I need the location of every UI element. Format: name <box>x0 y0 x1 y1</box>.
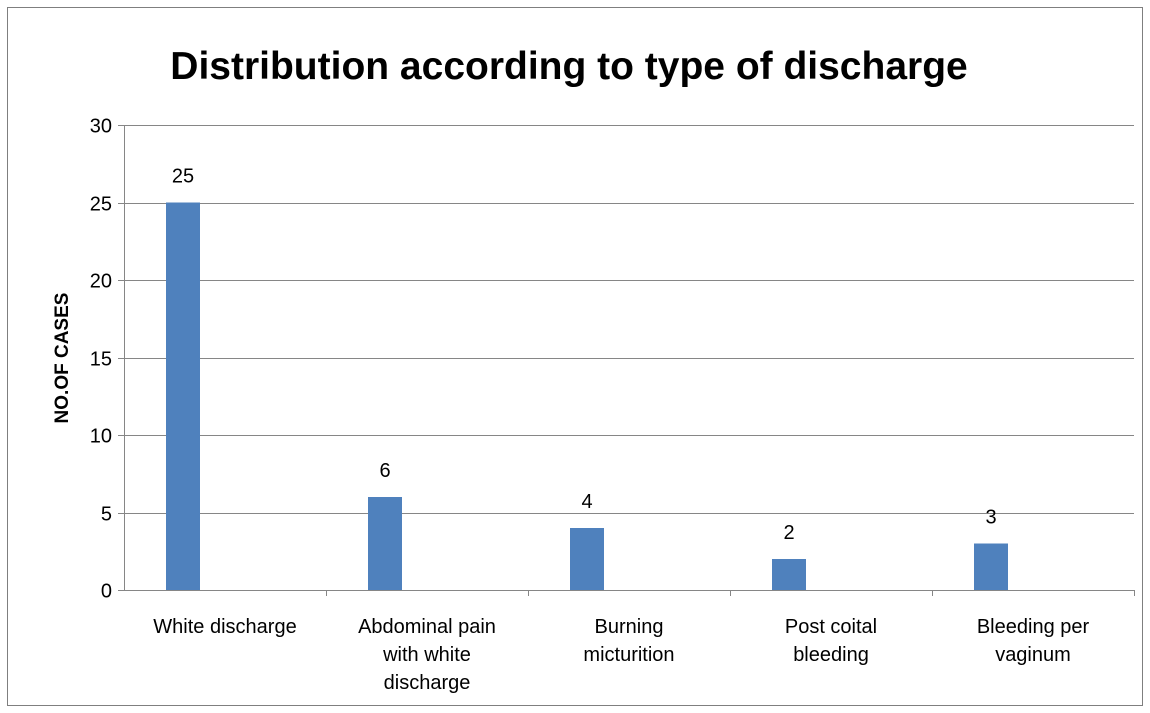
category-label: discharge <box>384 672 471 694</box>
category-label: micturition <box>583 644 674 666</box>
y-axis-label: NO.OF CASES <box>52 293 73 424</box>
y-tick-label: 20 <box>90 271 112 293</box>
data-label: 25 <box>172 166 194 188</box>
y-tick-label: 5 <box>101 504 112 526</box>
category-label: Post coital <box>785 616 877 638</box>
chart-title: Distribution according to type of discha… <box>170 45 967 88</box>
category-labels: White discharge Abdominal pain with white d… <box>153 616 1089 694</box>
data-label: 6 <box>379 460 390 482</box>
bar <box>974 543 1008 590</box>
bars <box>166 202 1008 590</box>
gridlines <box>124 125 1134 514</box>
y-tick-label: 10 <box>90 426 112 448</box>
category-label: Burning <box>595 616 664 638</box>
y-tick-label: 25 <box>90 194 112 216</box>
bar <box>570 528 604 590</box>
y-tick-label: 30 <box>90 116 112 138</box>
category-label: Abdominal pain <box>358 616 496 638</box>
y-tick-label: 0 <box>101 581 112 603</box>
y-tick-label: 15 <box>90 349 112 371</box>
category-label: with white <box>382 644 471 666</box>
category-label: White discharge <box>153 616 296 638</box>
data-label: 3 <box>985 507 996 529</box>
bar <box>772 559 806 590</box>
data-labels: 25 6 4 2 3 <box>172 166 997 545</box>
bar <box>368 497 402 590</box>
category-label: bleeding <box>793 644 869 666</box>
data-label: 4 <box>581 491 592 513</box>
category-label: Bleeding per <box>977 616 1090 638</box>
data-label: 2 <box>783 522 794 544</box>
y-tick-labels: 0 5 10 15 20 25 30 <box>90 116 112 603</box>
bar <box>166 202 200 590</box>
axes <box>118 125 1135 596</box>
category-label: vaginum <box>995 644 1071 666</box>
